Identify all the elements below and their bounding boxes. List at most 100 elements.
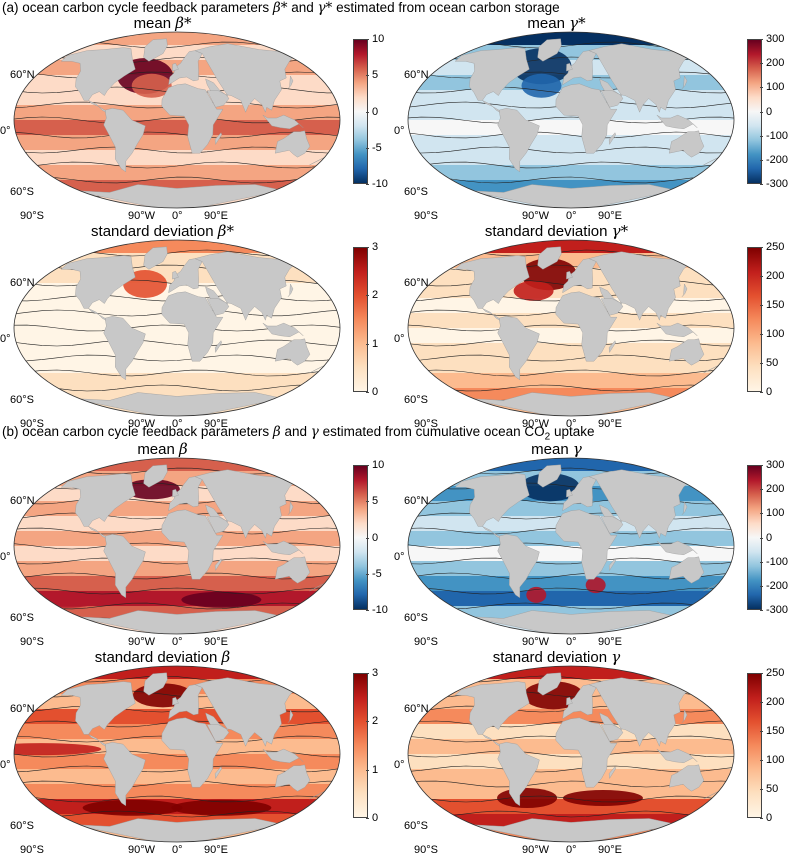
ocean-field — [14, 32, 340, 208]
land-mass — [566, 63, 573, 72]
colorbar-tick-label: 5 — [372, 69, 379, 82]
robinson-map — [407, 239, 735, 417]
latitude-label: 60°S — [10, 394, 34, 406]
field-band — [408, 561, 734, 577]
land-mass — [608, 132, 616, 146]
land-mass — [600, 90, 624, 108]
land-mass — [206, 516, 230, 534]
colorbar-tick-label: 0 — [372, 531, 379, 544]
field-hotspot — [519, 473, 580, 502]
colorbar-tick-mark — [760, 513, 763, 515]
panel-title: standard deviation β — [0, 648, 325, 666]
colorbar-tick-label: 0 — [372, 105, 379, 118]
land-mass — [566, 489, 573, 498]
colorbar-tick-mark — [366, 111, 369, 113]
map-outline — [13, 31, 341, 209]
land-mass — [103, 316, 146, 381]
colorbar-tick-mark — [760, 276, 763, 277]
land-mass — [465, 184, 677, 208]
field-band — [408, 591, 734, 607]
field-hotspot — [131, 73, 172, 98]
contour-line — [14, 795, 340, 803]
map-outline — [13, 457, 341, 635]
field-hotspot — [31, 591, 102, 608]
land-mass — [287, 709, 294, 723]
field-hotspot — [171, 799, 272, 816]
map-outline — [407, 31, 735, 209]
field-band — [14, 784, 340, 800]
land-mass — [681, 709, 688, 723]
colorbar-tick-label: 0 — [766, 386, 773, 398]
colorbar-tick-label: 200 — [766, 270, 785, 282]
colorbar-tick-label: 5 — [372, 495, 379, 508]
land-mass — [172, 489, 179, 498]
field-band — [408, 120, 734, 136]
colorbar-tick-mark — [760, 465, 763, 466]
land-mass — [60, 47, 136, 101]
land-mass — [600, 516, 624, 534]
land-mass — [262, 540, 304, 556]
colorbar-tick-mark — [760, 247, 763, 248]
land-mass — [566, 697, 573, 706]
colorbar-tick-label: -10 — [372, 178, 388, 190]
field-band — [408, 135, 734, 151]
field-band — [408, 328, 734, 344]
latitude-label: 0° — [0, 551, 11, 563]
longitude-label: 0° — [172, 210, 183, 222]
land-mass — [172, 63, 179, 72]
colorbar-tick-label: 10 — [372, 459, 385, 471]
land-mass — [60, 681, 136, 735]
longitude-label: 90°W — [128, 844, 156, 856]
latitude-label: 60°N — [404, 495, 429, 507]
latitude-label: 60°S — [404, 394, 428, 406]
contour-line — [408, 131, 734, 139]
panel-title-prefix: mean — [133, 15, 176, 32]
contour-line — [408, 369, 734, 377]
ocean-field — [14, 458, 340, 634]
colorbar-tick-mark — [760, 363, 763, 364]
colorbar-tick-label: 0 — [766, 105, 773, 118]
robinson-map — [13, 31, 341, 209]
land-mass — [274, 556, 311, 584]
field-hotspot — [513, 280, 554, 301]
land-mass — [161, 509, 224, 580]
map-outline — [407, 457, 735, 635]
latitude-label: 90°S — [20, 636, 44, 648]
land-mass — [161, 291, 224, 362]
longitude-label: 90°W — [128, 636, 156, 648]
colorbar-tick-label: -100 — [766, 555, 788, 568]
field-band — [14, 546, 340, 562]
latitude-label: 60°N — [404, 69, 429, 81]
title-text: estimated from ocean carbon storage — [332, 0, 560, 15]
colorbar-tick-label: 3 — [372, 241, 379, 253]
colorbar-tick-label: 100 — [766, 328, 785, 340]
latitude-label: 90°S — [20, 844, 44, 856]
colorbar-tick-mark — [760, 159, 763, 161]
land-mass — [71, 392, 283, 416]
land-mass — [600, 298, 624, 316]
land-mass — [88, 526, 107, 539]
colorbar-tick-mark — [366, 75, 369, 77]
colorbar-tick-label: 50 — [766, 783, 779, 795]
land-mass — [71, 184, 283, 208]
land-mass — [681, 283, 688, 297]
panel-title-symbol: β — [179, 440, 188, 458]
land-mass — [555, 291, 618, 362]
latitude-label: 60°N — [10, 495, 35, 507]
land-mass — [71, 610, 283, 634]
land-mass — [206, 724, 230, 742]
contour-line — [14, 572, 340, 580]
land-mass — [608, 340, 616, 354]
colorbar-tick-mark — [366, 501, 369, 503]
ocean-field — [408, 32, 734, 208]
contour-line — [14, 369, 340, 377]
latitude-label: 60°S — [404, 186, 428, 198]
latitude-label: 60°N — [10, 69, 35, 81]
colorbar-tick-mark — [366, 147, 369, 149]
colorbar-tick-label: -300 — [766, 604, 788, 616]
colorbar-tick-label: 250 — [766, 667, 785, 679]
contour-line — [408, 161, 734, 169]
colorbar-tick-label: 300 — [766, 459, 785, 471]
latitude-label: 0° — [0, 125, 11, 137]
panel-title-symbol: γ — [572, 440, 582, 458]
